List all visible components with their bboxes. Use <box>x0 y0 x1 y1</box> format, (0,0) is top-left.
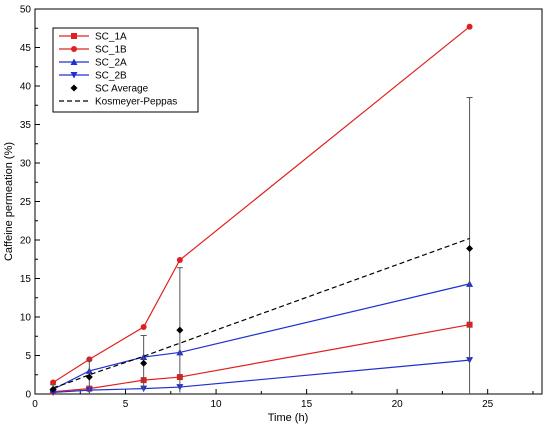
y-tick-label: 45 <box>20 43 32 54</box>
y-tick-label: 50 <box>20 5 32 16</box>
legend-label: SC_2B <box>95 71 127 82</box>
y-tick-label: 30 <box>20 159 32 170</box>
series-line <box>52 283 470 390</box>
legend-item: SC_2B <box>59 71 127 82</box>
legend-item: SC_1B <box>59 45 127 56</box>
x-tick-label: 10 <box>211 399 223 410</box>
y-tick-label: 5 <box>25 351 31 362</box>
legend-swatch-marker <box>70 58 78 65</box>
ticks-layer: 0 5 10 15 20 25 0 5 10 15 20 25 30 35 40 45 50 <box>20 5 534 410</box>
x-axis-label: Time (h) <box>268 412 309 424</box>
legend-box <box>52 27 199 113</box>
y-tick-label: 10 <box>20 313 32 324</box>
series-line <box>53 324 470 393</box>
legend-swatch-marker <box>70 84 78 92</box>
x-tick-label: 5 <box>123 399 129 410</box>
series-sc-2a <box>49 280 474 393</box>
series-layer <box>49 23 474 396</box>
legend: SC_1A SC_1B SC_2A SC_2B SC Average Kosmeyer-P… <box>52 27 199 113</box>
legend-label: SC_1A <box>95 32 127 43</box>
data-point <box>50 379 57 386</box>
x-tick-label: 0 <box>32 399 38 410</box>
legend-swatch-marker <box>71 46 77 52</box>
data-point <box>140 324 147 331</box>
x-tick-label: 25 <box>482 399 494 410</box>
y-tick-label: 15 <box>20 274 32 285</box>
y-tick-label: 40 <box>20 82 32 93</box>
series-line <box>53 359 470 394</box>
y-tick-label: 25 <box>20 197 32 208</box>
legend-item: SC Average <box>70 84 149 95</box>
data-point <box>176 257 183 264</box>
data-point <box>176 326 184 334</box>
legend-label: SC_1B <box>95 45 127 56</box>
x-tick-label: 20 <box>392 399 404 410</box>
legend-label: Kosmeyer-Peppas <box>95 97 177 108</box>
series-kosmeyer-peppas <box>52 237 470 389</box>
data-point <box>140 359 148 367</box>
x-tick-label: 15 <box>301 399 313 410</box>
y-tick-label: 0 <box>25 390 31 401</box>
legend-label: SC_2A <box>95 58 127 69</box>
data-point <box>86 356 93 363</box>
series-sc-1b <box>50 23 473 386</box>
legend-swatch-marker <box>70 72 78 79</box>
y-tick-label: 35 <box>20 120 32 131</box>
legend-item: Kosmeyer-Peppas <box>59 97 177 108</box>
data-point <box>466 244 474 252</box>
series-sc-average <box>49 97 474 394</box>
data-point <box>466 23 473 30</box>
data-point <box>85 373 93 381</box>
legend-swatch-marker <box>71 33 77 39</box>
legend-item: SC_1A <box>59 32 127 43</box>
legend-label: SC Average <box>95 84 149 95</box>
y-tick-label: 20 <box>20 236 32 247</box>
legend-item: SC_2A <box>59 58 127 69</box>
y-axis-label: Caffeine permeation (%) <box>3 142 15 261</box>
series-line <box>52 237 470 389</box>
series-sc-2b <box>49 357 474 396</box>
